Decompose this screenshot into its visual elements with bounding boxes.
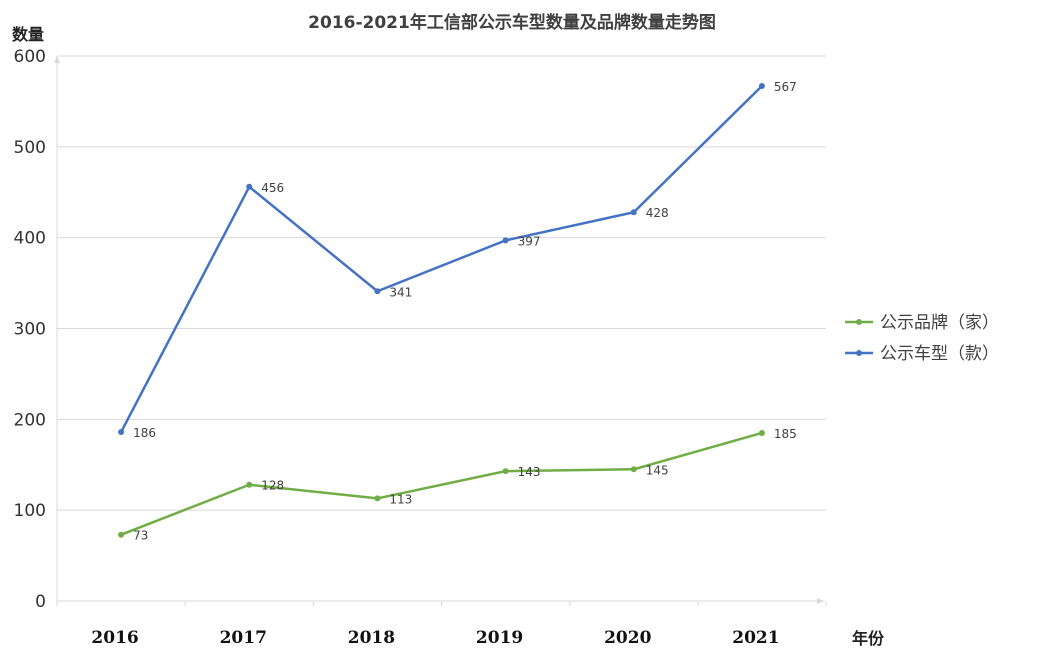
data-point xyxy=(630,466,637,473)
legend-item: 公示品牌（家） xyxy=(845,313,999,333)
x-tick-label: 2018 xyxy=(348,628,395,648)
data-point xyxy=(758,82,765,89)
legend-label: 公示品牌（家） xyxy=(880,313,999,333)
data-point xyxy=(118,531,125,538)
data-label: 456 xyxy=(261,181,284,195)
x-tick-label: 2017 xyxy=(220,628,267,648)
data-label: 185 xyxy=(774,427,797,441)
x-axis-label: 年份 xyxy=(852,629,885,648)
data-point xyxy=(246,481,253,488)
y-tick-label: 500 xyxy=(14,138,46,158)
legend-item: 公示车型（款） xyxy=(845,344,999,364)
y-tick-label: 300 xyxy=(14,320,46,340)
series-line xyxy=(120,431,763,536)
data-label: 186 xyxy=(133,426,156,440)
y-axis-arrow xyxy=(54,56,60,63)
data-point xyxy=(118,429,125,436)
y-tick-label: 0 xyxy=(35,592,46,612)
data-label: 397 xyxy=(518,234,541,248)
x-axis-arrow xyxy=(817,598,824,604)
y-tick-label: 400 xyxy=(14,229,46,249)
legend-swatch-marker xyxy=(856,319,862,325)
data-label: 428 xyxy=(646,206,669,220)
x-tick-label: 2019 xyxy=(476,628,523,648)
data-label: 341 xyxy=(389,285,412,299)
data-point xyxy=(246,183,253,190)
legend-swatch-marker xyxy=(856,350,862,356)
x-tick-label: 2021 xyxy=(732,628,779,648)
y-tick-label: 200 xyxy=(14,410,46,430)
x-axis-ticks: 2016 2017 2018 2019 2020 2021 xyxy=(91,628,779,648)
y-axis-label: 数量 xyxy=(12,25,44,44)
data-point xyxy=(374,495,381,502)
data-point xyxy=(758,429,765,436)
data-label: 567 xyxy=(774,80,797,94)
data-labels: 186 456 341 397 428 567 73 128 113 143 145 185 xyxy=(133,80,797,543)
series-group xyxy=(118,82,765,538)
x-tick-label: 2020 xyxy=(604,628,651,648)
data-label: 73 xyxy=(133,529,148,543)
legend: 公示品牌（家） 公示车型（款） xyxy=(845,313,999,364)
data-label: 143 xyxy=(518,465,541,479)
data-point xyxy=(502,468,509,475)
y-tick-label: 600 xyxy=(14,47,46,67)
gridlines xyxy=(57,55,826,511)
x-tick-label: 2016 xyxy=(91,628,138,648)
data-point xyxy=(630,209,637,216)
data-label: 145 xyxy=(646,463,669,477)
chart-title: 2016-2021年工信部公示车型数量及品牌数量走势图 xyxy=(308,12,716,33)
data-label: 113 xyxy=(389,492,412,506)
series-line xyxy=(119,85,763,433)
axes xyxy=(54,56,827,606)
y-axis-ticks: 0 100 200 300 400 500 600 xyxy=(14,47,46,612)
data-label: 128 xyxy=(261,479,284,493)
y-tick-label: 100 xyxy=(14,501,46,521)
legend-label: 公示车型（款） xyxy=(880,344,999,364)
data-point xyxy=(502,237,509,244)
data-point xyxy=(374,288,381,295)
